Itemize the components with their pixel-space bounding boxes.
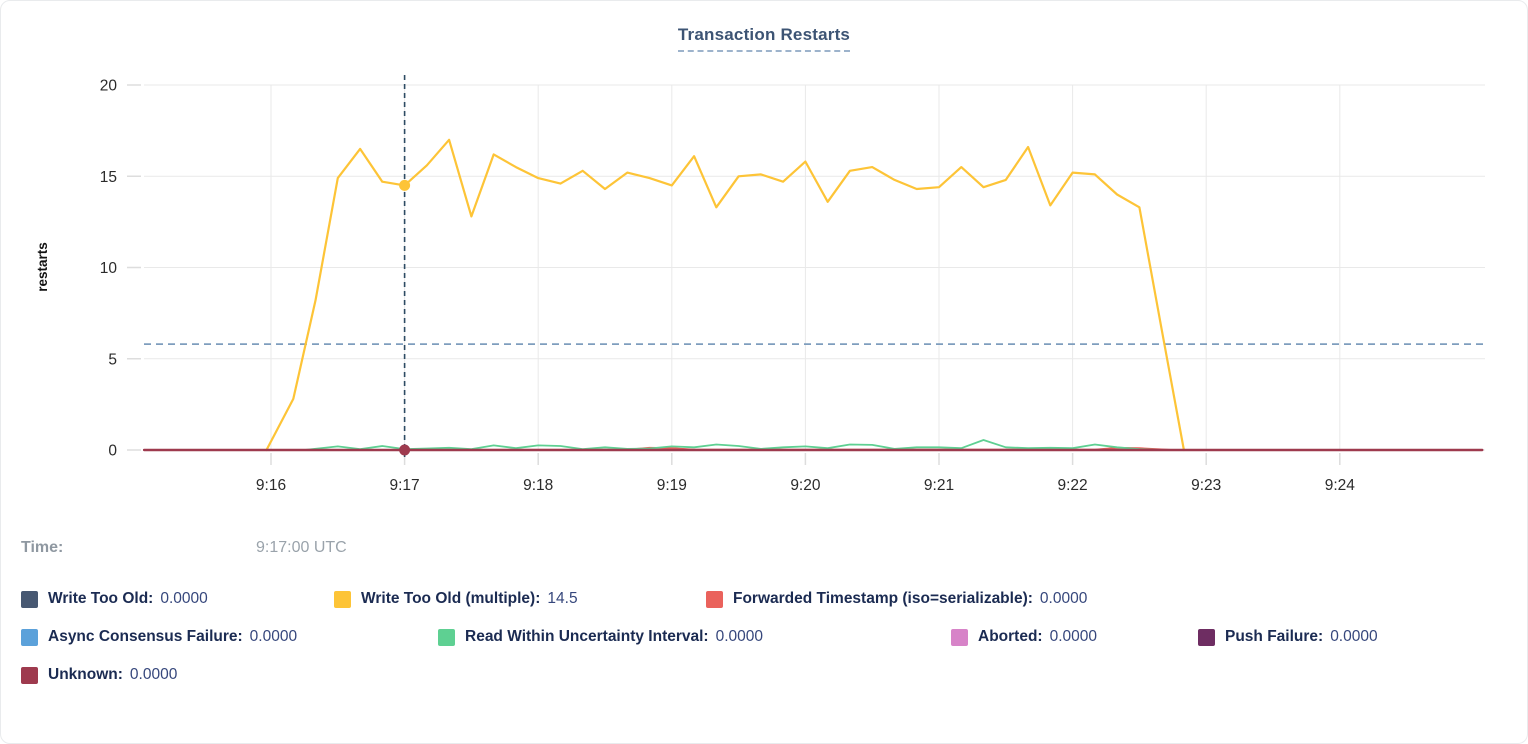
legend-item: Unknown: 0.0000: [21, 666, 177, 684]
legend-item: Push Failure: 0.0000: [1198, 628, 1378, 646]
y-tick-label: 5: [108, 351, 117, 368]
legend-row: Write Too Old: 0.0000 Write Too Old (multi…: [21, 590, 1516, 608]
x-tick-label: 9:19: [657, 477, 687, 494]
legend-swatch-icon: [951, 628, 968, 646]
legend-row: Async Consensus Failure: 0.0000 Read Withi…: [21, 628, 1516, 646]
x-tick-label: 9:17: [390, 477, 420, 494]
y-axis-label: restarts: [35, 242, 50, 292]
time-label: Time:: [21, 539, 64, 556]
legend-label: Forwarded Timestamp (iso=serializable):: [733, 590, 1033, 607]
legend-swatch-icon: [1198, 628, 1215, 646]
legend-label: Push Failure:: [1225, 628, 1324, 645]
chart-title[interactable]: Transaction Restarts: [677, 25, 851, 52]
series-line: [265, 138, 1186, 452]
legend-item: Write Too Old: 0.0000: [21, 590, 334, 608]
legend-label: Write Too Old (multiple):: [361, 590, 541, 607]
legend-swatch-icon: [438, 628, 455, 646]
legend-label: Read Within Uncertainty Interval:: [465, 628, 709, 645]
legend-label: Aborted:: [978, 628, 1043, 645]
chart-legend: Write Too Old: 0.0000 Write Too Old (multi…: [21, 590, 1516, 704]
x-tick-label: 9:23: [1191, 477, 1221, 494]
legend-value: 0.0000: [249, 628, 298, 645]
legend-item: Async Consensus Failure: 0.0000: [21, 628, 438, 646]
legend-value: 0.0000: [1049, 628, 1097, 645]
legend-row: Unknown: 0.0000: [21, 666, 1516, 684]
legend-swatch-icon: [21, 590, 38, 608]
legend-item: Aborted: 0.0000: [951, 628, 1198, 646]
series-line: [303, 439, 1163, 451]
x-tick-label: 9:24: [1325, 477, 1356, 494]
hover-dot: [399, 179, 411, 191]
legend-swatch-icon: [706, 590, 723, 608]
legend-value: 0.0000: [160, 590, 208, 607]
chart-header: Transaction Restarts: [1, 25, 1527, 52]
y-tick-label: 10: [100, 260, 118, 277]
x-tick-label: 9:20: [790, 477, 821, 494]
legend-swatch-icon: [21, 628, 38, 646]
legend-value: 0.0000: [129, 666, 178, 683]
legend-item: Write Too Old (multiple): 14.5: [334, 590, 706, 608]
y-tick-label: 15: [100, 169, 117, 186]
legend-value: 0.0000: [1039, 590, 1088, 607]
x-tick-label: 9:21: [924, 477, 954, 494]
hover-time-row: Time: 9:17:00 UTC: [21, 539, 1511, 557]
y-tick-label: 20: [100, 78, 118, 95]
legend-swatch-icon: [21, 666, 38, 684]
time-value: 9:17:00 UTC: [256, 539, 347, 556]
legend-value: 0.0000: [1330, 628, 1378, 645]
x-tick-label: 9:22: [1058, 477, 1088, 494]
transaction-restarts-chart[interactable]: 0 5 10 15 20 9:16 9:17 9:18 9:19 9:20 9:21 9:22 9:23…: [1, 1, 1528, 526]
legend-value: 0.0000: [715, 628, 764, 645]
legend-item: Forwarded Timestamp (iso=serializable): 0…: [706, 590, 1087, 608]
legend-label: Unknown:: [48, 666, 123, 683]
legend-label: Write Too Old:: [48, 590, 154, 607]
legend-label: Async Consensus Failure:: [48, 628, 243, 645]
legend-swatch-icon: [334, 590, 351, 608]
hover-dot: [399, 444, 411, 456]
x-tick-label: 9:16: [256, 477, 286, 494]
legend-item: Read Within Uncertainty Interval: 0.0000: [438, 628, 951, 646]
y-tick-label: 0: [108, 443, 117, 460]
legend-value: 14.5: [547, 590, 578, 607]
x-tick-label: 9:18: [523, 477, 553, 494]
